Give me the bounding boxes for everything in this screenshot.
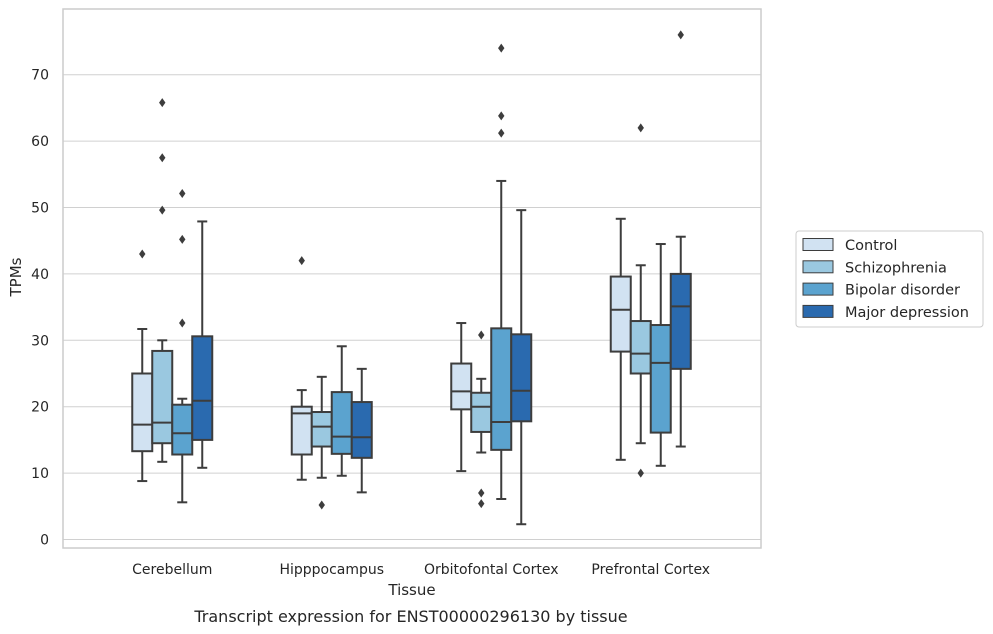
outlier-point — [498, 43, 505, 53]
y-tick-label: 0 — [40, 533, 49, 549]
outlier-point — [159, 205, 166, 215]
x-tick-labels: Cerebellum Hipppocampus Orbitofontal Corte… — [132, 562, 710, 578]
legend-label: Major depression — [845, 305, 969, 321]
legend-frame — [795, 230, 984, 328]
box-3-2 — [649, 243, 672, 467]
boxes — [131, 30, 692, 526]
box-3-3 — [669, 30, 692, 448]
outlier-point — [498, 111, 505, 121]
x-axis-title: Tissue — [387, 581, 435, 599]
y-tick-label: 20 — [31, 400, 49, 416]
x-tick-label: Orbitofontal Cortex — [424, 562, 559, 578]
figure-caption: Transcript expression for ENST0000029613… — [193, 607, 627, 626]
legend-swatch — [802, 282, 834, 296]
box-iqr — [310, 411, 333, 448]
outlier-point — [637, 123, 644, 133]
outlier-point — [159, 98, 166, 108]
box-0-2 — [171, 189, 194, 504]
gridlines — [63, 74, 761, 540]
outlier-point — [677, 30, 684, 40]
plot-area-frame — [62, 8, 762, 549]
box-1-0 — [290, 256, 313, 481]
outlier-point — [139, 249, 146, 259]
box-3-0 — [609, 217, 632, 461]
x-tick-label: Prefrontal Cortex — [591, 562, 710, 578]
x-tick-label: Cerebellum — [132, 562, 212, 578]
outlier-point — [498, 128, 505, 138]
box-iqr — [609, 275, 632, 353]
outlier-point — [179, 189, 186, 199]
outlier-point — [478, 499, 485, 509]
box-2-2 — [490, 43, 513, 500]
outlier-point — [318, 500, 325, 510]
legend: Control Schizophrenia Bipolar disorder Majo… — [795, 230, 984, 328]
outlier-point — [159, 153, 166, 163]
outlier-point — [478, 330, 485, 340]
box-iqr — [629, 320, 652, 375]
legend-swatch — [802, 260, 834, 274]
y-tick-label: 30 — [31, 333, 49, 349]
box-iqr — [490, 327, 513, 451]
legend-label: Schizophrenia — [845, 260, 947, 276]
legend-label: Control — [845, 238, 897, 254]
box-0-1 — [151, 98, 174, 463]
box-0-3 — [191, 220, 214, 469]
box-iqr — [330, 391, 353, 455]
box-iqr — [470, 391, 493, 433]
legend-swatch — [802, 238, 834, 251]
box-iqr — [131, 372, 154, 453]
y-tick-label: 70 — [31, 68, 49, 84]
box-iqr — [649, 324, 672, 434]
outlier-point — [179, 234, 186, 244]
x-tick-label: Hipppocampus — [279, 562, 384, 578]
outlier-point — [478, 488, 485, 498]
box-iqr — [450, 362, 473, 411]
box-iqr — [171, 403, 194, 456]
box-iqr — [350, 401, 373, 459]
box-0-0 — [131, 249, 154, 483]
outlier-point — [637, 468, 644, 478]
box-1-3 — [350, 367, 373, 494]
outlier-point — [298, 256, 305, 266]
y-tick-label: 10 — [31, 466, 49, 482]
y-tick-label: 50 — [31, 201, 49, 217]
box-2-3 — [510, 209, 533, 526]
box-iqr — [191, 335, 214, 441]
legend-label: Bipolar disorder — [845, 283, 960, 299]
box-2-1 — [470, 330, 493, 509]
box-2-0 — [450, 322, 473, 473]
box-iqr — [151, 349, 174, 445]
box-1-1 — [310, 375, 333, 510]
outlier-point — [179, 318, 186, 328]
y-tick-label: 60 — [31, 134, 49, 150]
box-iqr — [669, 272, 692, 370]
box-3-1 — [629, 123, 652, 478]
box-iqr — [510, 333, 533, 423]
y-tick-label: 40 — [31, 267, 49, 283]
y-axis-title: TPMs — [7, 257, 25, 297]
y-tick-labels: 0 10 20 30 40 50 60 70 — [31, 68, 49, 549]
box-1-2 — [330, 345, 353, 477]
legend-swatch — [802, 304, 834, 318]
